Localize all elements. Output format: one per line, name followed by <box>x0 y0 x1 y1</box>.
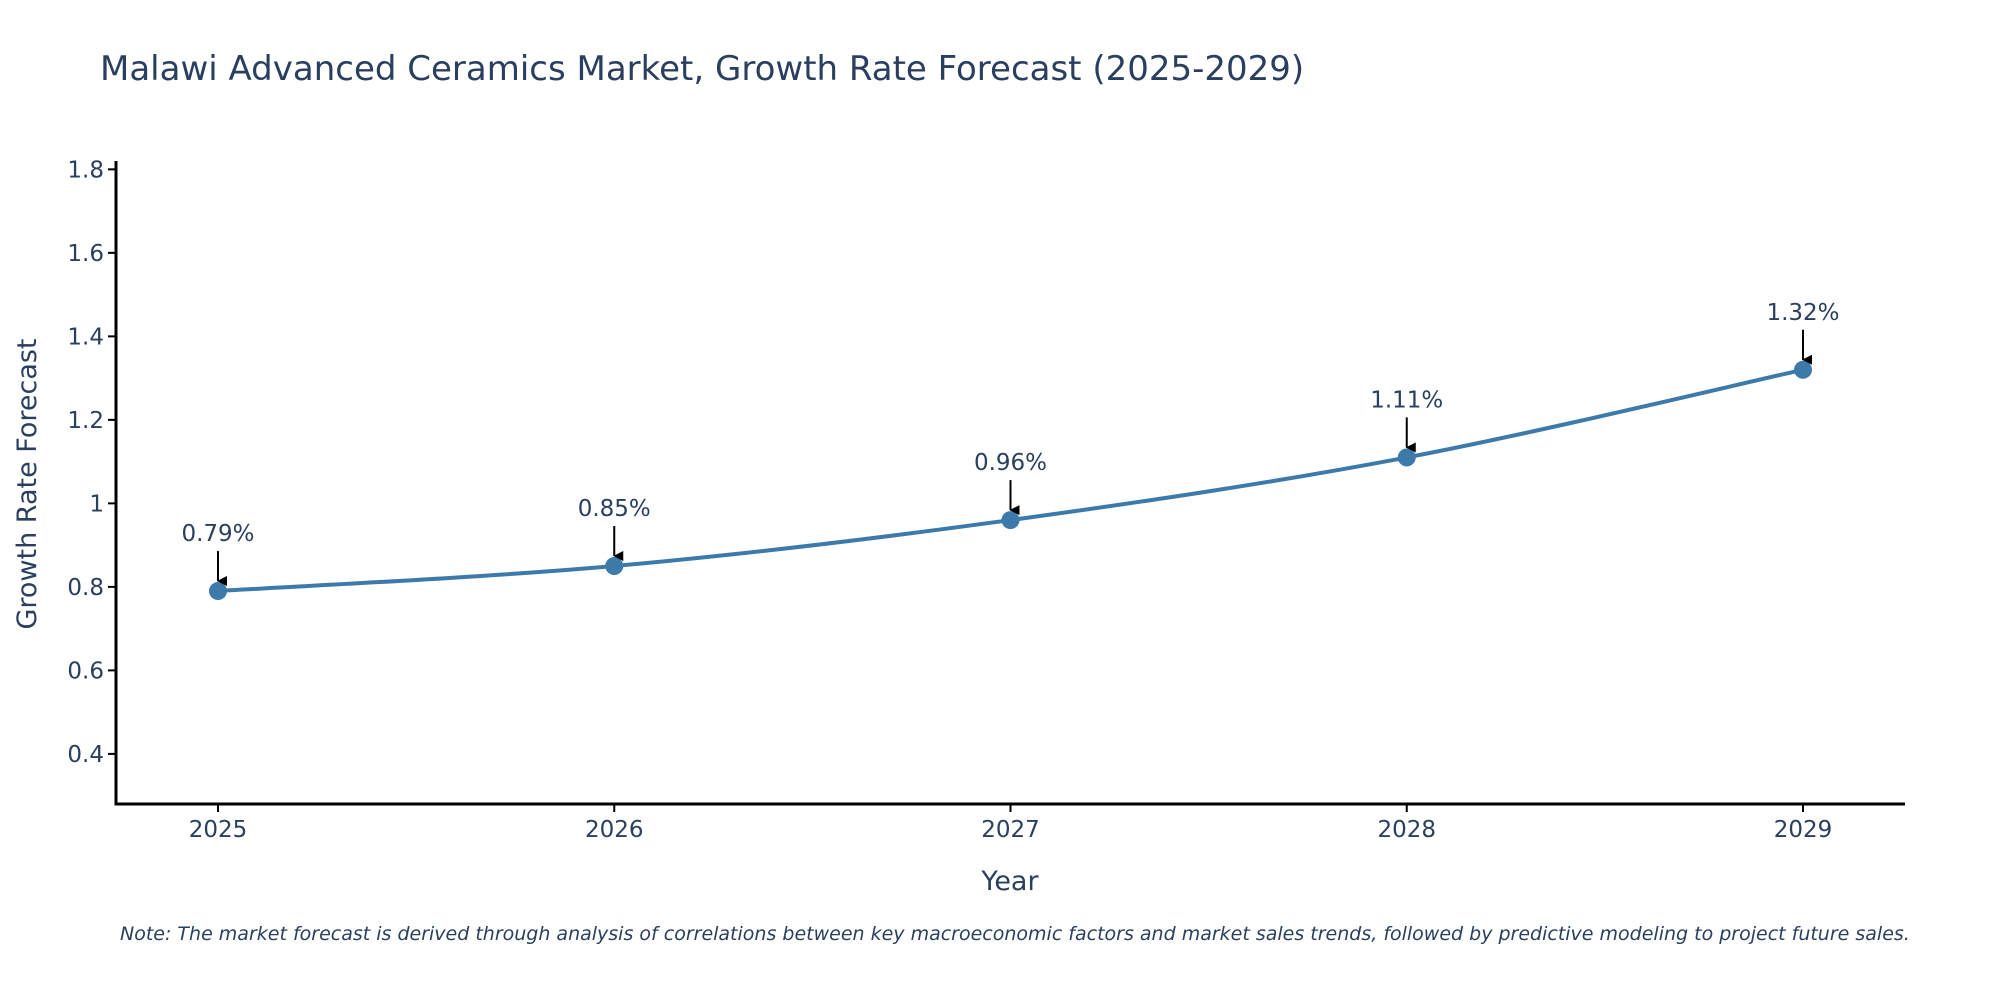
y-tick-label: 1.6 <box>67 241 104 267</box>
x-tick-label: 2026 <box>585 817 644 843</box>
y-tick-label: 1.2 <box>67 408 104 434</box>
y-tick-label: 1.8 <box>67 157 104 183</box>
y-tick-label: 0.4 <box>67 742 104 768</box>
y-tick-label: 1 <box>89 491 104 517</box>
x-tick-label: 2029 <box>1774 817 1833 843</box>
data-label: 0.79% <box>181 521 254 547</box>
data-label: 0.85% <box>578 496 651 522</box>
x-tick-label: 2028 <box>1377 817 1436 843</box>
data-point <box>1794 360 1812 379</box>
data-points <box>209 360 1812 601</box>
y-tick-label: 0.6 <box>67 658 104 684</box>
x-tick-label: 2025 <box>189 817 248 843</box>
y-axis-title: Growth Rate Forecast <box>12 338 43 629</box>
footnote: Note: The market forecast is derived thr… <box>120 923 1910 945</box>
y-tick-label: 1.4 <box>67 324 104 350</box>
x-axis-ticks: 2025 2026 2027 2028 2029 <box>189 804 1833 843</box>
x-axis-title: Year <box>980 866 1039 897</box>
data-point <box>209 582 227 601</box>
data-labels: 0.79% 0.85% 0.96% 1.11% 1.32% <box>181 300 1840 587</box>
data-point <box>1397 448 1416 467</box>
y-tick-label: 0.8 <box>67 575 104 601</box>
data-label: 1.32% <box>1766 300 1839 326</box>
y-axis-ticks: 0.4 0.6 0.8 1 1.2 1.4 1.6 1.8 <box>67 157 116 768</box>
chart-title: Malawi Advanced Ceramics Market, Growth … <box>100 49 1304 89</box>
x-tick-label: 2027 <box>981 817 1040 843</box>
data-label: 0.96% <box>974 450 1047 476</box>
data-label: 1.11% <box>1370 387 1443 413</box>
data-point <box>1001 511 1020 530</box>
data-point <box>605 557 624 576</box>
